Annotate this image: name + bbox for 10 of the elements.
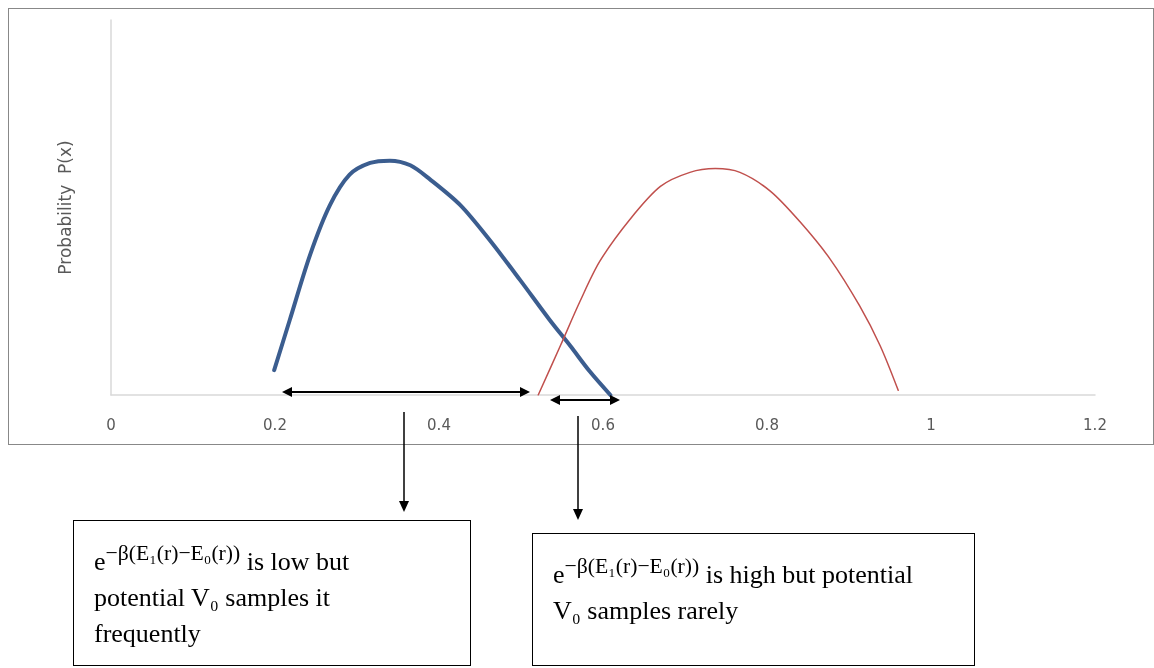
x-tick-label: 0.4: [427, 415, 451, 434]
x-tick-label: 0.8: [755, 415, 779, 434]
x-tick-label: 0.6: [591, 415, 615, 434]
x-tick-label: 1: [926, 415, 936, 434]
x-tick-label: 0.2: [263, 415, 287, 434]
y-axis-title: Probability P(x): [54, 140, 75, 275]
text: e$^{−β(E₁(r)−E₀(r))}$ is high but potential V₀ samples rarely: [532, 533, 975, 666]
x-tick-label: 1.2: [1083, 415, 1107, 434]
x-tick-label: 0: [106, 415, 116, 434]
text: e$^{−β(E₁(r)−E₀(r))}$ is low but potential V₀ samples it frequently: [73, 520, 471, 666]
